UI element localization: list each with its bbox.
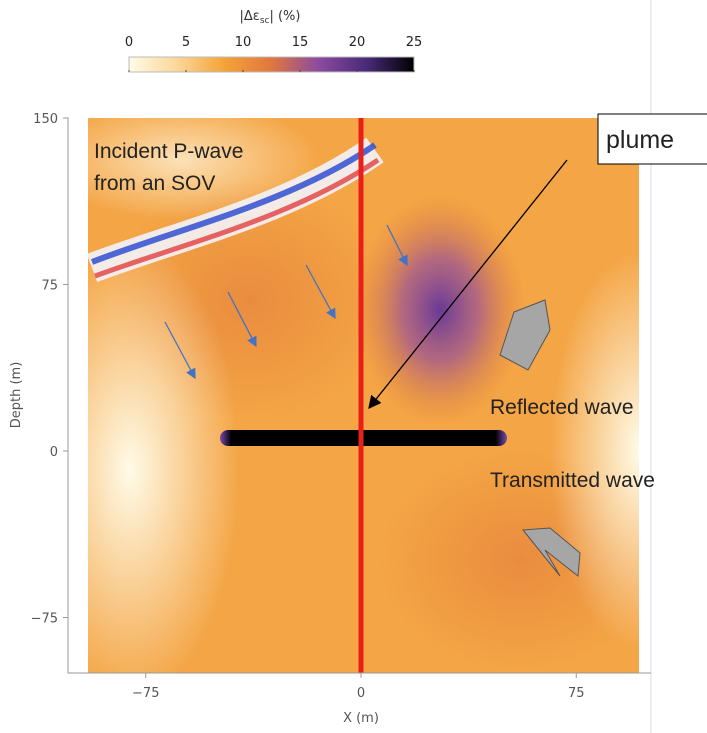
colorbar-tick-label: 15: [292, 35, 309, 50]
y-tick-label: −75: [31, 612, 58, 627]
x-axis-label: X (m): [343, 711, 379, 726]
colorbar-tick-label: 5: [182, 35, 190, 50]
label-part: | (%): [269, 9, 300, 24]
x-tick-label: 0: [357, 686, 365, 701]
y-tick-label: 150: [33, 112, 58, 127]
reflected-arrow: [499, 299, 551, 371]
colorbar-tick-label: 20: [349, 35, 366, 50]
colorbar-tick-label: 25: [406, 35, 423, 50]
y-tick-label: 75: [41, 279, 58, 294]
x-tick-label: −75: [132, 686, 159, 701]
label-part: sc: [260, 16, 270, 26]
colorbar: [128, 56, 415, 73]
colorbar-label: |Δεsc| (%): [240, 9, 301, 26]
x-tick-label: 75: [568, 686, 585, 701]
wavefront: [86, 137, 384, 283]
y-axis-label: Depth (m): [9, 362, 24, 429]
plume-pointer: [368, 159, 568, 410]
annotation: Reflected wave: [490, 396, 634, 419]
annotation: from an SOV: [94, 172, 215, 195]
y-tick-label: 0: [50, 445, 58, 460]
transmitted-arrow: [522, 527, 581, 577]
plume-box: [597, 113, 707, 165]
label-part: |Δε: [240, 9, 260, 24]
incident-arrows: [164, 224, 408, 380]
annotation: Transmitted wave: [490, 469, 655, 492]
colorbar-tick-label: 0: [125, 35, 133, 50]
annotation: Incident P-wave: [94, 140, 243, 163]
colorbar-tick-label: 10: [235, 35, 252, 50]
annotation: plume: [606, 126, 674, 154]
